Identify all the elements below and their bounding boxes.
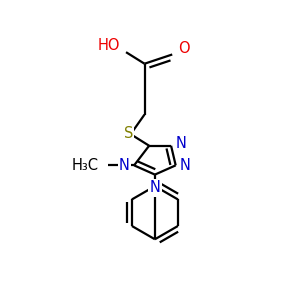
Text: H₃C: H₃C (71, 158, 98, 173)
Text: N: N (149, 181, 160, 196)
Text: S: S (124, 125, 133, 140)
Text: O: O (178, 41, 190, 56)
Text: HO: HO (98, 38, 120, 53)
Text: N: N (119, 158, 130, 173)
Text: N: N (175, 136, 186, 151)
Text: N: N (180, 158, 191, 173)
